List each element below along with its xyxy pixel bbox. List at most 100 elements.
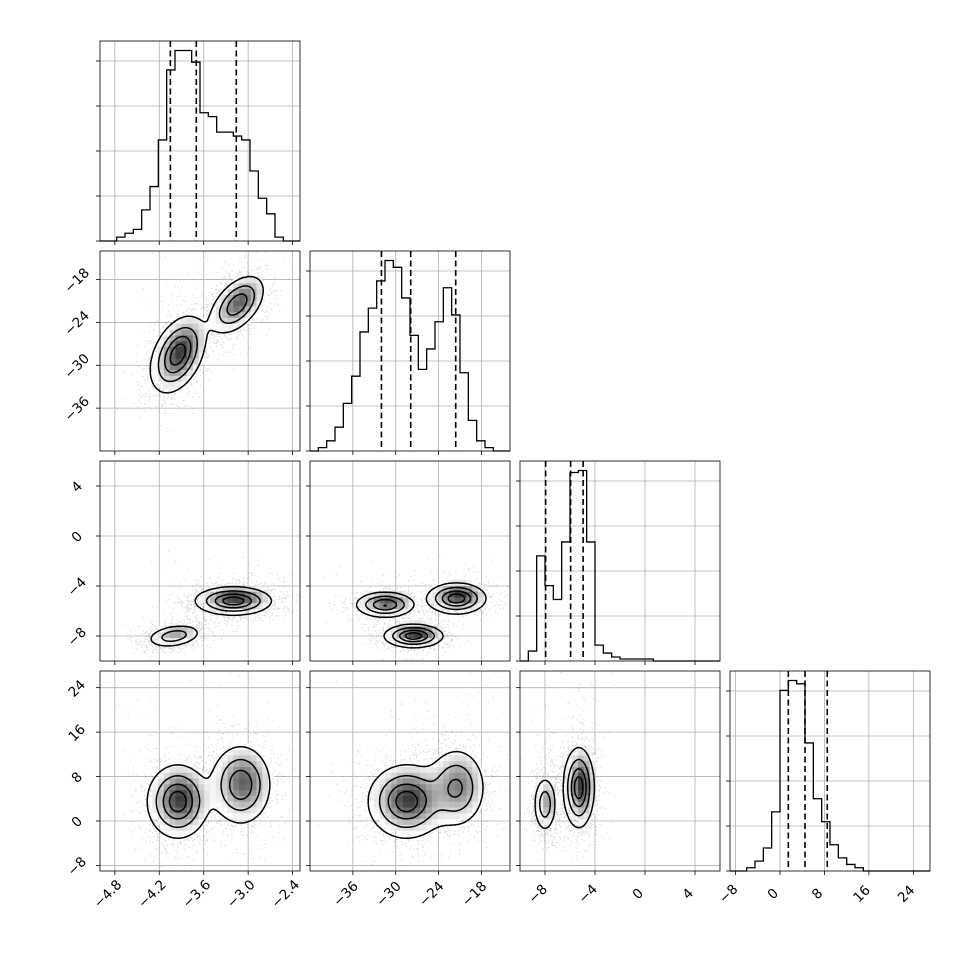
density-cell bbox=[215, 603, 222, 610]
density-cell bbox=[537, 789, 544, 796]
histogram-outline bbox=[520, 469, 720, 662]
density-cell bbox=[227, 300, 234, 307]
density-cell bbox=[152, 813, 159, 820]
density-cell bbox=[460, 766, 467, 773]
density-cell bbox=[414, 818, 421, 825]
density-cell bbox=[460, 784, 467, 791]
panel-frame bbox=[99, 40, 301, 242]
density-cell bbox=[578, 755, 585, 762]
density-cell bbox=[221, 784, 228, 791]
density-cell bbox=[268, 772, 275, 779]
contour-line bbox=[372, 590, 472, 643]
density-cell bbox=[169, 784, 176, 791]
panel-frame bbox=[519, 670, 721, 872]
density-cell bbox=[158, 364, 165, 371]
density-cell bbox=[158, 358, 165, 365]
density-cell bbox=[566, 784, 573, 791]
density-cell bbox=[466, 585, 473, 592]
y-tick-label: 0 bbox=[68, 528, 85, 545]
contour-line bbox=[155, 758, 261, 829]
density-cell bbox=[152, 807, 159, 814]
density-cell bbox=[578, 760, 585, 767]
density-cell bbox=[204, 340, 211, 347]
scatter-points bbox=[322, 554, 510, 661]
density-cell bbox=[437, 597, 444, 604]
density-cell bbox=[397, 772, 404, 779]
density-cell bbox=[152, 789, 159, 796]
density-cell bbox=[583, 813, 590, 820]
density-cell bbox=[466, 784, 473, 791]
density-cell bbox=[239, 311, 246, 318]
density-cell bbox=[158, 784, 165, 791]
density-cell bbox=[437, 795, 444, 802]
density-cell bbox=[158, 381, 165, 388]
density-cell bbox=[181, 789, 188, 796]
density-cell bbox=[169, 375, 176, 382]
density-cell bbox=[250, 271, 257, 278]
density-cell bbox=[250, 743, 257, 750]
density-cell bbox=[227, 795, 234, 802]
density-cell bbox=[554, 801, 561, 808]
density-cell bbox=[402, 818, 409, 825]
density-cell bbox=[549, 778, 556, 785]
density-cell bbox=[158, 818, 165, 825]
contour-line bbox=[365, 586, 478, 646]
density-cell bbox=[163, 364, 170, 371]
density-cell bbox=[163, 335, 170, 342]
density-cell bbox=[466, 749, 473, 756]
density-cell bbox=[466, 807, 473, 814]
density-cell bbox=[227, 317, 234, 324]
density-cell bbox=[233, 789, 240, 796]
density-cell bbox=[379, 591, 386, 598]
x-tick-label: 16 bbox=[850, 882, 873, 905]
density-cell bbox=[175, 766, 182, 773]
density-cell bbox=[198, 358, 205, 365]
density-cell bbox=[460, 813, 467, 820]
density-cell bbox=[244, 306, 251, 313]
density-cell bbox=[478, 784, 485, 791]
contour-line bbox=[169, 343, 187, 366]
density-cell bbox=[152, 795, 159, 802]
density-cell bbox=[244, 311, 251, 318]
panel-2-2 bbox=[516, 460, 721, 665]
x-tick-label: −4 bbox=[575, 881, 600, 906]
density-cell bbox=[262, 288, 269, 295]
density-cell bbox=[437, 760, 444, 767]
density-cell bbox=[192, 807, 199, 814]
histogram-outline bbox=[100, 49, 300, 242]
contour-line bbox=[162, 769, 253, 820]
density-cell bbox=[187, 626, 194, 633]
density-cell bbox=[175, 626, 182, 633]
density-cell bbox=[215, 789, 222, 796]
density-cell bbox=[204, 795, 211, 802]
density-cell bbox=[566, 760, 573, 767]
contour-line bbox=[387, 778, 463, 820]
density-cell bbox=[420, 772, 427, 779]
density-cell bbox=[239, 585, 246, 592]
density-cell bbox=[204, 772, 211, 779]
density-cell bbox=[163, 778, 170, 785]
density-cell bbox=[391, 795, 398, 802]
density-cell bbox=[158, 632, 165, 639]
density-cell bbox=[425, 795, 432, 802]
density-cell bbox=[175, 784, 182, 791]
density-cell bbox=[443, 784, 450, 791]
density-cell bbox=[425, 766, 432, 773]
density-cell bbox=[449, 818, 456, 825]
density-cell bbox=[449, 766, 456, 773]
density-cell bbox=[181, 637, 188, 644]
density-cell bbox=[402, 620, 409, 627]
density-cell bbox=[210, 311, 217, 318]
density-cell bbox=[221, 300, 228, 307]
density-cell bbox=[454, 772, 461, 779]
density-cell bbox=[210, 778, 217, 785]
density-cell bbox=[256, 294, 263, 301]
density-cell bbox=[402, 807, 409, 814]
density-cell bbox=[244, 795, 251, 802]
density-cell bbox=[175, 317, 182, 324]
density-cell bbox=[466, 591, 473, 598]
density-cell bbox=[268, 778, 275, 785]
density-cell bbox=[250, 772, 257, 779]
density-cell bbox=[268, 789, 275, 796]
density-cell bbox=[175, 778, 182, 785]
